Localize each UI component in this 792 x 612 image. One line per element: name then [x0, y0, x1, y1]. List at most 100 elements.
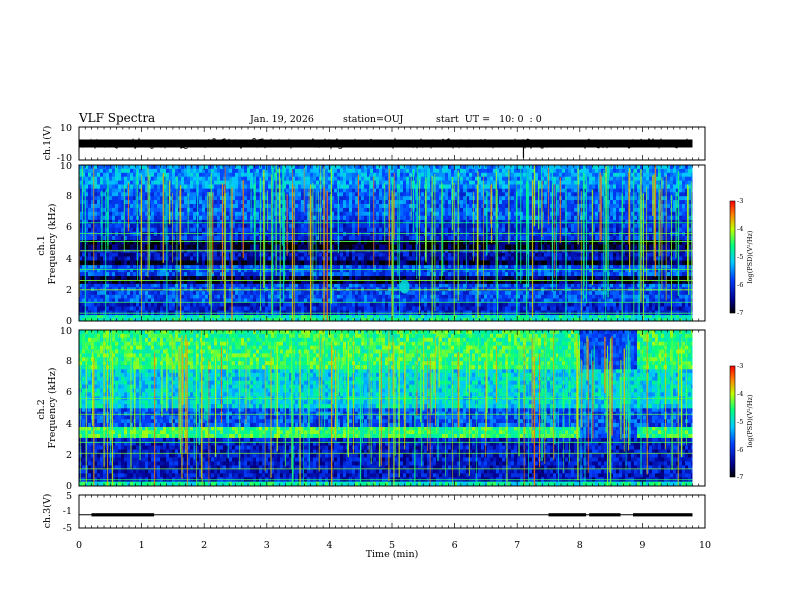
spectrogram-cell — [403, 260, 406, 266]
spectrogram-cell — [367, 279, 370, 284]
spectrogram-cell — [79, 219, 82, 224]
spectrogram-cell — [643, 272, 646, 277]
spectrogram-cell — [478, 283, 481, 288]
spectrogram-cell — [505, 298, 508, 303]
spectrogram-cell — [160, 287, 163, 292]
spectrogram-cell — [379, 252, 382, 257]
spectrogram-cell — [556, 294, 559, 299]
spectrogram-cell — [421, 298, 424, 303]
spectrogram-cell — [232, 235, 235, 241]
spectrogram-cell — [289, 283, 292, 288]
spectrogram-cell — [172, 239, 175, 245]
spectrogram-cell — [460, 275, 463, 280]
spectrogram-cell — [679, 239, 682, 245]
spectrogram-cell — [163, 244, 166, 250]
spectrogram-cell — [244, 298, 247, 303]
spectrogram-cell — [292, 275, 295, 280]
spectrogram-cell — [130, 291, 133, 296]
spectrogram-cell — [106, 306, 109, 311]
spectrogram-cell — [409, 283, 412, 288]
spectrogram-cell — [607, 306, 610, 311]
spectrogram-cell — [373, 260, 376, 266]
spectrogram-cell — [520, 260, 523, 266]
spectrogram-cell — [676, 287, 679, 292]
spectrogram-cell — [247, 298, 250, 303]
spectrogram-cell — [85, 272, 88, 277]
spectrogram-cell — [79, 283, 82, 288]
spectrogram-cell — [109, 272, 112, 277]
spectrogram-cell — [610, 283, 613, 288]
spectrogram-cell — [241, 283, 244, 288]
spectrogram-cell — [538, 268, 541, 273]
spectrogram-cell — [340, 272, 343, 277]
spectrogram-cell — [250, 272, 253, 277]
spectrogram-cell — [364, 291, 367, 296]
spectrogram-cell — [610, 306, 613, 311]
spectrogram-cell — [325, 302, 328, 307]
spectrogram-cell — [325, 298, 328, 303]
spectrogram-cell — [532, 244, 535, 250]
spectrogram-cell — [286, 272, 289, 277]
spectrogram-cell — [166, 317, 169, 321]
spectrogram-cell — [394, 298, 397, 303]
spectrogram-cell — [226, 272, 229, 277]
spectrogram-cell — [205, 272, 208, 277]
spectrogram-cell — [97, 260, 100, 266]
spectrogram-cell — [205, 317, 208, 321]
spectrogram-cell — [514, 256, 517, 261]
spectrogram-cell — [589, 244, 592, 250]
spectrogram-cell — [244, 283, 247, 288]
spectrogram-cell — [301, 275, 304, 280]
spectrogram-cell — [190, 249, 193, 254]
spectrogram-cell — [463, 294, 466, 299]
spectrogram-cell — [175, 268, 178, 273]
spectrogram-cell — [493, 244, 496, 250]
spectrogram-cell — [328, 252, 331, 257]
spectrogram-cell — [160, 239, 163, 245]
spectrogram-cell — [682, 239, 685, 245]
spectrogram-cell — [118, 219, 121, 224]
spectrogram-cell — [451, 298, 454, 303]
spectrogram-cell — [349, 260, 352, 266]
spectrogram-cell — [556, 279, 559, 284]
spectrogram-cell — [508, 279, 511, 284]
spectrogram-cell — [289, 268, 292, 273]
spectrogram-cell — [202, 239, 205, 245]
spectrogram-cell — [358, 268, 361, 273]
spectrogram-cell — [550, 244, 553, 250]
spectrogram-cell — [481, 302, 484, 307]
spectrogram-cell — [487, 268, 490, 273]
spectrogram-cell — [277, 244, 280, 250]
spectrogram-cell — [667, 291, 670, 296]
spectrogram-cell — [310, 260, 313, 266]
spectrogram-cell — [598, 302, 601, 307]
spectrogram-cell — [217, 279, 220, 284]
spectrogram-cell — [544, 239, 547, 245]
spectrogram-cell — [112, 291, 115, 296]
spectrogram-cell — [412, 252, 415, 257]
spectrogram-cell — [589, 239, 592, 245]
spectrogram-cell — [301, 294, 304, 299]
spectrogram-cell — [142, 256, 145, 261]
spectrogram-cell — [583, 314, 586, 319]
spectrogram-cell — [634, 306, 637, 311]
spectrogram-cell — [127, 256, 130, 261]
ch1-waveform-ylabel: ch.1(V) — [42, 126, 53, 161]
spectrogram-cell — [664, 249, 667, 254]
spectrogram-cell — [385, 244, 388, 250]
spectrogram-cell — [505, 239, 508, 245]
spectrogram-cell — [202, 302, 205, 307]
spectrogram-cell — [232, 306, 235, 311]
spectrogram-cell — [430, 279, 433, 284]
spectrogram-cell — [238, 264, 241, 269]
spectrogram-cell — [187, 244, 190, 250]
spectrogram-cell — [652, 294, 655, 299]
spectrogram-cell — [667, 264, 670, 269]
spectrogram-cell — [316, 244, 319, 250]
spectrogram-cell — [199, 317, 202, 321]
spectrogram-cell — [514, 302, 517, 307]
spectrogram-cell — [220, 298, 223, 303]
spectrogram-cell — [355, 252, 358, 257]
spectrogram-cell — [358, 235, 361, 241]
spectrogram-cell — [247, 291, 250, 296]
